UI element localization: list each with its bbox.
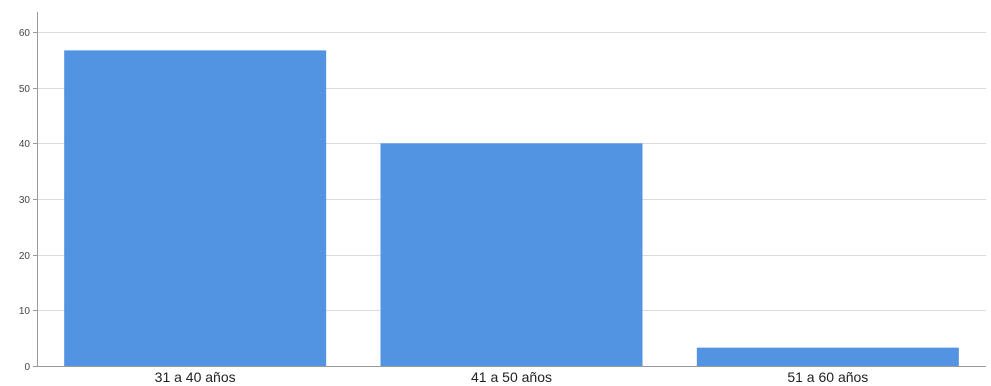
y-tick-label: 50	[19, 84, 31, 95]
x-axis-labels: 31 a 40 años 41 a 50 años 51 a 60 años	[155, 369, 869, 385]
y-tick-label: 60	[19, 28, 31, 39]
y-tick-label: 10	[19, 306, 31, 317]
y-tick-label: 0	[24, 362, 30, 373]
bars	[64, 50, 959, 367]
y-axis-ticks: 0 10 20 30 40 50 60	[19, 28, 37, 373]
y-tick-label: 20	[19, 251, 31, 262]
y-tick-label: 30	[19, 195, 31, 206]
bar	[380, 143, 643, 366]
y-tick-label: 40	[19, 139, 31, 150]
bar	[64, 50, 327, 367]
bar	[696, 347, 959, 366]
x-category-label: 51 a 60 años	[787, 369, 868, 385]
x-category-label: 31 a 40 años	[155, 369, 236, 385]
x-category-label: 41 a 50 años	[471, 369, 552, 385]
